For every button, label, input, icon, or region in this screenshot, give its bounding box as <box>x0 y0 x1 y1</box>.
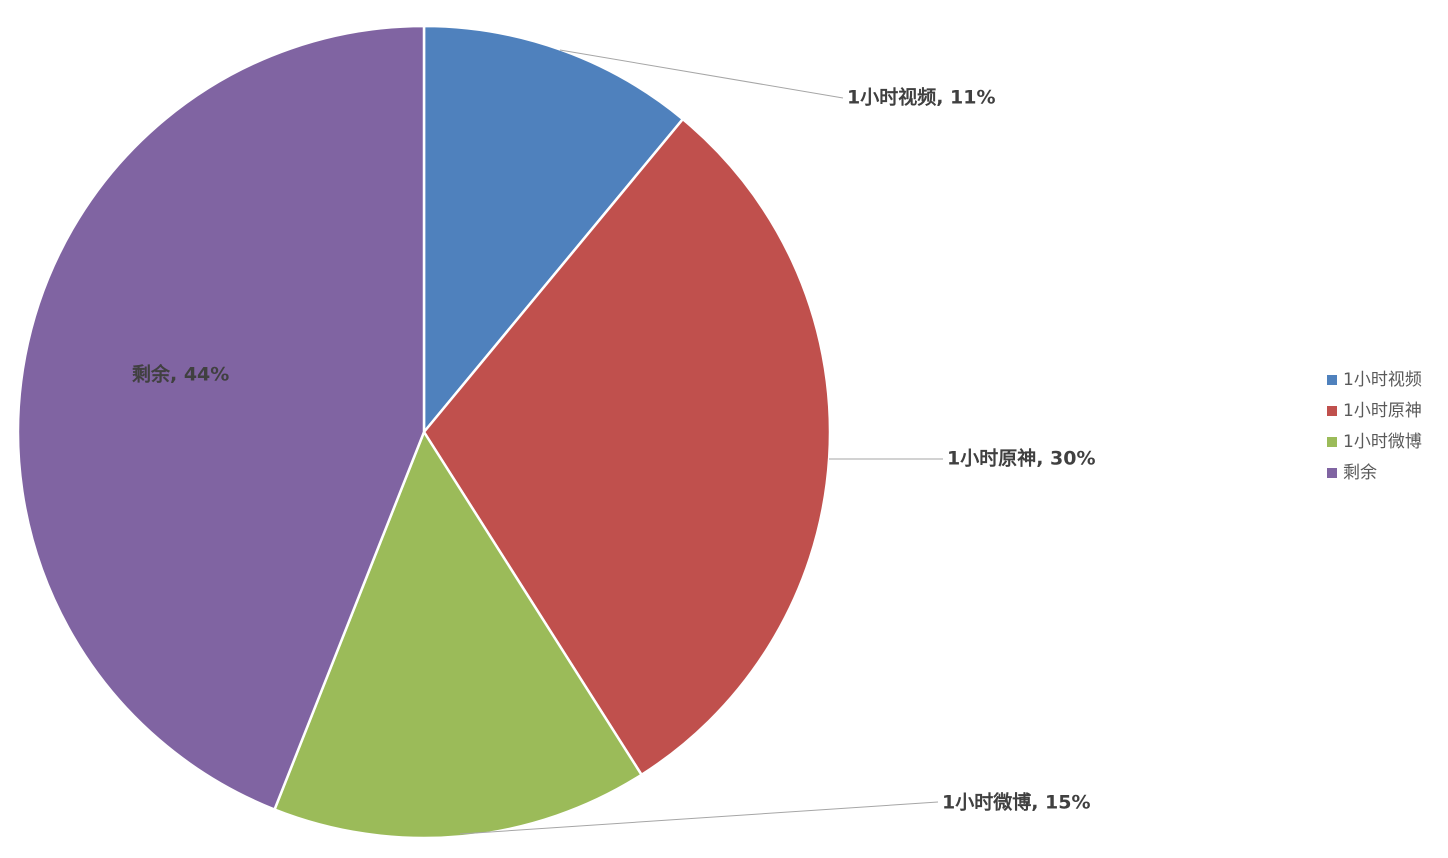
data-label: 1小时原神, 30% <box>947 447 1096 470</box>
legend-label: 1小时微博 <box>1343 432 1422 452</box>
legend-swatch <box>1327 437 1337 447</box>
legend-swatch <box>1327 406 1337 416</box>
legend-label: 1小时原神 <box>1343 401 1422 421</box>
legend-swatch <box>1327 468 1337 478</box>
leader-line <box>559 49 844 99</box>
pie-slice <box>272 429 644 840</box>
pie-slice <box>16 24 426 812</box>
legend-swatch <box>1327 375 1337 385</box>
leader-line <box>459 801 939 835</box>
legend-label: 剩余 <box>1343 463 1377 483</box>
data-label: 1小时微博, 15% <box>942 791 1091 814</box>
pie-slice <box>422 117 832 777</box>
legend-label: 1小时视频 <box>1343 370 1422 390</box>
data-label: 1小时视频, 11% <box>847 86 996 109</box>
data-label: 剩余, 44% <box>132 363 229 386</box>
